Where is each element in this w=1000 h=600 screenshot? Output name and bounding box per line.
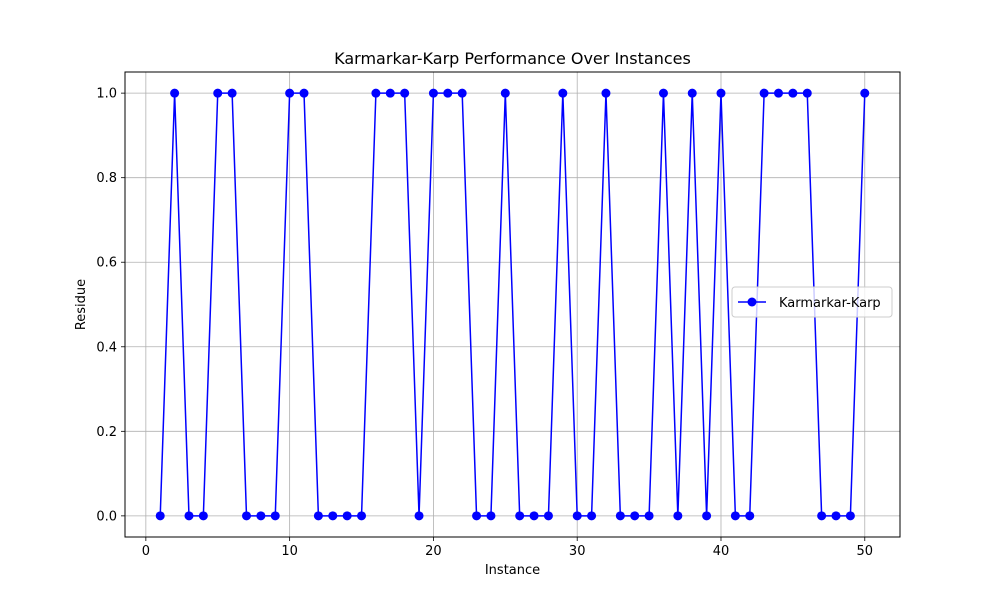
data-point <box>860 88 870 98</box>
data-point <box>414 511 424 521</box>
data-point <box>400 88 410 98</box>
y-tick-label: 0.2 <box>96 425 117 440</box>
data-point <box>745 511 755 521</box>
data-point <box>702 511 712 521</box>
data-point <box>256 511 266 521</box>
data-point <box>673 511 683 521</box>
data-point <box>817 511 827 521</box>
data-point <box>615 511 625 521</box>
data-point <box>213 88 223 98</box>
x-tick-label: 10 <box>281 544 298 559</box>
chart-title: Karmarkar-Karp Performance Over Instance… <box>334 49 691 68</box>
data-point <box>313 511 323 521</box>
data-point <box>285 88 295 98</box>
data-point <box>831 511 841 521</box>
x-tick-label: 0 <box>142 544 150 559</box>
data-point <box>184 511 194 521</box>
data-point <box>601 88 611 98</box>
y-axis-label: Residue <box>74 279 89 330</box>
data-point <box>716 88 726 98</box>
data-point <box>357 511 367 521</box>
data-point <box>572 511 582 521</box>
x-tick-label: 20 <box>425 544 442 559</box>
data-point <box>802 88 812 98</box>
legend-box <box>731 286 893 318</box>
data-point <box>227 88 237 98</box>
data-point <box>198 511 208 521</box>
data-point <box>371 88 381 98</box>
x-axis-ticks: 0 10 20 30 40 50 <box>142 537 873 559</box>
legend-label-karmarkar-karp: Karmarkar-Karp <box>779 296 881 311</box>
data-point <box>328 511 338 521</box>
data-point <box>788 88 798 98</box>
data-point <box>730 511 740 521</box>
data-point <box>155 511 165 521</box>
data-point <box>428 88 438 98</box>
y-tick-label: 0.0 <box>96 509 117 524</box>
data-point <box>658 88 668 98</box>
legend: Karmarkar-Karp <box>731 286 893 318</box>
y-axis-ticks: 0.0 0.2 0.4 0.6 0.8 1.0 <box>96 87 125 524</box>
data-point <box>774 88 784 98</box>
x-tick-label: 40 <box>713 544 730 559</box>
y-tick-label: 0.4 <box>96 340 117 355</box>
data-point <box>845 511 855 521</box>
data-point <box>241 511 251 521</box>
y-tick-label: 0.8 <box>96 171 117 186</box>
data-point <box>515 511 525 521</box>
data-point <box>457 88 467 98</box>
data-point <box>385 88 395 98</box>
data-point <box>500 88 510 98</box>
data-point <box>486 511 496 521</box>
data-point <box>587 511 597 521</box>
data-point <box>529 511 539 521</box>
legend-marker-swatch <box>747 297 757 307</box>
grid-lines <box>125 72 900 537</box>
data-point <box>558 88 568 98</box>
data-point <box>543 511 553 521</box>
data-point <box>644 511 654 521</box>
y-tick-label: 1.0 <box>96 87 117 102</box>
plot-area-frame <box>124 71 901 538</box>
data-point <box>270 511 280 521</box>
series-layer <box>155 88 870 521</box>
data-point <box>630 511 640 521</box>
y-tick-label: 0.6 <box>96 256 117 271</box>
data-point <box>687 88 697 98</box>
data-point <box>299 88 309 98</box>
data-point <box>759 88 769 98</box>
data-point <box>443 88 453 98</box>
data-point <box>472 511 482 521</box>
data-point <box>342 511 352 521</box>
data-point <box>170 88 180 98</box>
x-tick-label: 50 <box>856 544 873 559</box>
x-tick-label: 30 <box>569 544 586 559</box>
x-axis-label: Instance <box>485 563 540 578</box>
